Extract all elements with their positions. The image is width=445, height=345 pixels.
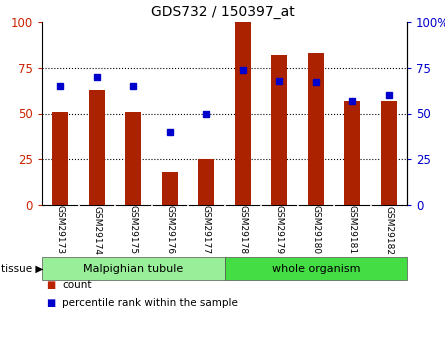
Text: GSM29180: GSM29180 [311,205,320,255]
Bar [89,90,105,205]
Bar [235,22,251,205]
Text: count: count [62,280,92,290]
Text: ■: ■ [46,280,56,290]
Text: GSM29173: GSM29173 [56,205,65,255]
Text: GSM29175: GSM29175 [129,205,138,255]
Text: whole organism: whole organism [271,264,360,274]
Text: ■: ■ [46,298,56,308]
Bar [42,257,224,280]
Text: GSM29182: GSM29182 [384,206,393,255]
Text: GSM29181: GSM29181 [348,205,357,255]
Text: GSM29177: GSM29177 [202,205,211,255]
Bar [380,101,397,205]
Bar [52,112,69,205]
Text: GSM29178: GSM29178 [238,205,247,255]
Bar [198,159,214,205]
Bar [162,172,178,205]
Text: GDS732 / 150397_at: GDS732 / 150397_at [150,5,295,19]
Text: percentile rank within the sample: percentile rank within the sample [62,298,238,308]
Text: tissue ▶: tissue ▶ [1,264,44,274]
Text: Malpighian tubule: Malpighian tubule [83,264,183,274]
Text: GSM29179: GSM29179 [275,205,284,255]
Bar [125,112,142,205]
Bar [344,101,360,205]
Bar [307,53,324,205]
Bar [224,257,407,280]
Text: GSM29176: GSM29176 [165,205,174,255]
Text: GSM29174: GSM29174 [92,206,101,255]
Bar [271,55,287,205]
